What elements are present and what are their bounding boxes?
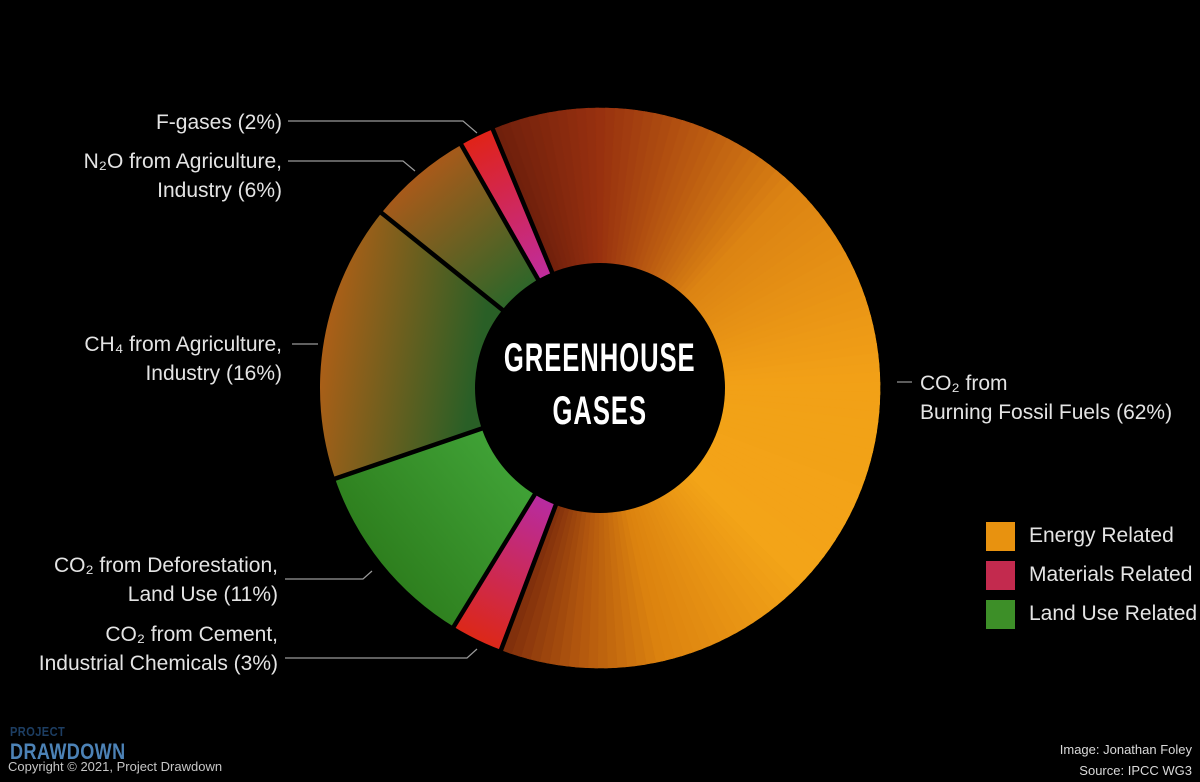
segment-gap xyxy=(457,141,543,285)
donut-hole xyxy=(475,263,725,513)
chart-title-line1: GREENHOUSE xyxy=(504,336,696,380)
leader-line xyxy=(285,570,373,580)
segment-gap xyxy=(450,489,539,631)
landuse-swatch xyxy=(986,599,1015,629)
leader-line xyxy=(288,120,478,134)
segment-gap xyxy=(377,209,507,315)
donut-segment xyxy=(452,493,557,651)
legend-item-landuse: Land Use Related xyxy=(986,599,1197,629)
energy-swatch xyxy=(986,521,1015,551)
label-cement: CO₂ from Cement, Industrial Chemicals (3… xyxy=(38,623,278,675)
project-drawdown-logo: PROJECT DRAWDOWN xyxy=(10,724,126,764)
segment-gap xyxy=(489,125,556,278)
leader-line xyxy=(285,648,478,659)
legend: Energy Related Materials Related Land Us… xyxy=(986,521,1197,638)
credits-text: Image: Jonathan Foley Source: IPCC WG3 xyxy=(1059,742,1192,778)
label-ch4: CH₄ from Agriculture, Industry (16%) xyxy=(84,333,282,385)
leader-line xyxy=(288,160,416,172)
donut-segment xyxy=(380,143,540,312)
donut-segment xyxy=(334,427,536,628)
legend-item-materials: Materials Related xyxy=(986,560,1197,590)
chart-title-line2: GASES xyxy=(552,389,648,433)
materials-swatch xyxy=(986,560,1015,590)
segment-gap xyxy=(331,425,487,482)
segment-gap xyxy=(497,500,560,654)
donut-segment xyxy=(319,211,504,481)
copyright-text: Copyright © 2021, Project Drawdown xyxy=(8,759,223,774)
label-n2o: N₂O from Agriculture, Industry (6%) xyxy=(83,150,282,202)
legend-item-energy: Energy Related xyxy=(986,521,1197,551)
label-deforestation: CO₂ from Deforestation, Land Use (11%) xyxy=(53,554,278,606)
donut-segment xyxy=(459,128,554,281)
label-fossil-fuels: CO₂ from Burning Fossil Fuels (62%) xyxy=(920,372,1173,424)
label-f-gases: F-gases (2%) xyxy=(155,111,282,134)
